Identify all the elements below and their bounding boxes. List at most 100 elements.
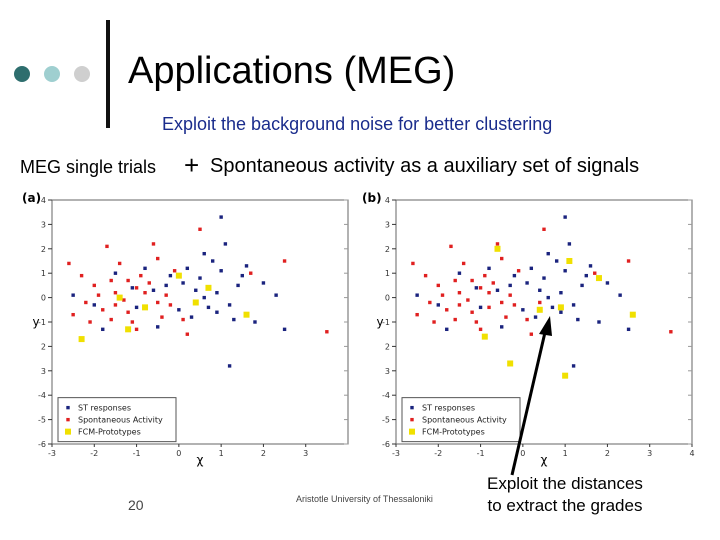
x-tick-label: 4	[689, 449, 694, 458]
data-point	[436, 303, 440, 307]
callout-line-2: to extract the grades	[487, 496, 643, 515]
data-point	[525, 317, 529, 322]
data-point	[185, 266, 190, 271]
data-point	[223, 242, 228, 246]
data-point	[84, 300, 88, 305]
legend-entry: ST responses	[78, 404, 131, 413]
data-point	[481, 333, 488, 340]
data-point	[588, 264, 593, 268]
data-point	[101, 327, 105, 332]
data-point	[618, 293, 622, 297]
data-point	[92, 303, 96, 307]
data-point	[202, 295, 206, 300]
data-point	[487, 305, 491, 310]
data-point	[130, 286, 135, 290]
data-point	[487, 266, 491, 271]
data-point	[227, 364, 232, 368]
data-point	[192, 299, 199, 306]
data-point	[474, 320, 479, 324]
data-point	[261, 281, 266, 285]
data-point	[125, 326, 132, 333]
data-point	[554, 259, 559, 263]
page-number: 20	[128, 497, 144, 513]
x-tick-label: 2	[605, 449, 610, 458]
x-tick-label: -3	[392, 449, 400, 458]
x-tick-label: -2	[90, 449, 98, 458]
legend-marker	[410, 417, 414, 422]
data-point	[550, 305, 555, 310]
legend-entry: Spontaneous Activity	[78, 416, 163, 425]
data-point	[500, 256, 504, 261]
legend-marker	[66, 405, 70, 410]
data-point	[206, 305, 211, 310]
x-tick-label: -2	[434, 449, 442, 458]
data-point	[428, 300, 432, 305]
data-point	[172, 269, 177, 273]
slide-subtitle: Exploit the background noise for better …	[162, 114, 553, 134]
data-point	[194, 288, 198, 292]
legend-marker	[66, 417, 70, 422]
data-point	[495, 242, 500, 246]
legend-box	[401, 397, 521, 443]
data-point	[130, 320, 135, 324]
data-point	[466, 298, 470, 302]
data-point	[512, 303, 517, 307]
data-point	[529, 332, 534, 336]
panel-label: (a)	[22, 191, 41, 205]
data-point	[423, 273, 428, 278]
data-point	[126, 278, 130, 283]
data-point	[134, 305, 139, 310]
data-point	[445, 327, 449, 332]
data-point	[474, 286, 479, 290]
legend-marker	[409, 428, 415, 435]
data-point	[117, 261, 122, 266]
scatter-plot-a: (a) 4 3 2 1 0 -1 2 3 -4 -5 -6-3 -2 -1 0 1 2 3 χ y ST respons…	[22, 191, 349, 467]
data-point	[571, 364, 576, 368]
data-point	[215, 310, 219, 314]
data-point	[143, 266, 147, 271]
data-point	[508, 293, 512, 297]
data-point	[79, 273, 84, 278]
data-point	[597, 320, 601, 324]
data-point	[478, 327, 483, 332]
data-point	[160, 315, 164, 319]
y-tick-label: -6	[38, 440, 46, 449]
x-axis-label: χ	[197, 453, 204, 467]
data-point	[156, 300, 160, 305]
data-point	[491, 281, 495, 285]
x-tick-label: 1	[219, 449, 224, 458]
data-point	[557, 304, 564, 311]
bullet-light-icon	[74, 66, 90, 82]
legend-entry: FCM-Prototypes	[422, 428, 485, 437]
data-point	[198, 276, 202, 280]
data-point	[109, 317, 113, 322]
data-point	[139, 273, 143, 278]
y-tick-label: 3	[41, 220, 46, 229]
data-point	[626, 259, 631, 263]
y-tick-label: 2	[41, 245, 46, 254]
legend-entry: Spontaneous Activity	[422, 416, 507, 425]
data-point	[244, 264, 249, 268]
data-point	[559, 310, 563, 314]
data-point	[168, 303, 173, 307]
x-tick-label: 0	[520, 449, 525, 458]
data-point	[189, 315, 194, 319]
data-point	[198, 227, 202, 231]
data-point	[461, 261, 466, 266]
data-point	[92, 283, 96, 288]
y-tick-label: 4	[41, 196, 46, 205]
data-point	[240, 273, 244, 278]
plus-sign: +	[184, 150, 200, 180]
data-point	[164, 293, 168, 297]
meg-single-trials-label: MEG single trials	[20, 157, 157, 177]
data-point	[453, 278, 457, 283]
data-point	[453, 317, 457, 322]
data-point	[495, 288, 500, 292]
y-tick-label: -5	[382, 416, 390, 425]
data-point	[325, 330, 329, 334]
data-point	[105, 244, 109, 249]
data-point	[538, 288, 542, 292]
data-point	[142, 304, 149, 311]
data-point	[533, 315, 538, 319]
